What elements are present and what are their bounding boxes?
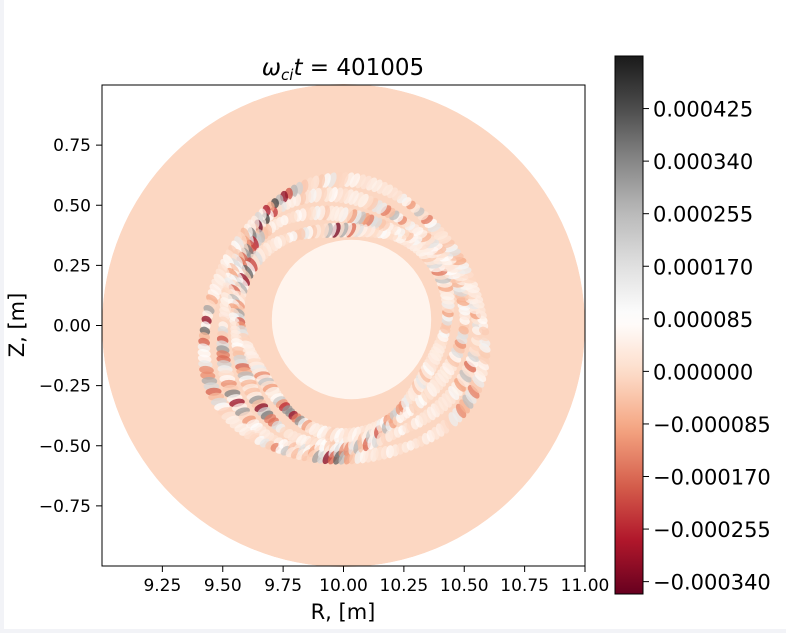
field-cell	[470, 380, 483, 394]
field-cell	[461, 365, 474, 378]
field-cell	[434, 372, 447, 387]
field-cell	[442, 362, 455, 376]
colorbar-tick-label: 0.000425	[653, 98, 753, 122]
y-tick-label: 0.50	[53, 196, 91, 216]
field-cell	[475, 364, 488, 377]
field-cell	[476, 359, 489, 371]
field-cell	[308, 423, 320, 435]
y-tick-label: 0.75	[53, 136, 91, 156]
field-cell	[437, 369, 449, 384]
core-region	[271, 239, 432, 400]
field-cell	[432, 376, 444, 391]
field-cell	[371, 179, 383, 193]
colorbar-tick-label: 0.000085	[653, 308, 753, 332]
field-cell	[357, 193, 369, 208]
field-cell	[455, 403, 467, 419]
x-tick-label: 9.50	[204, 576, 242, 596]
field-cell	[444, 359, 457, 372]
y-tick-label: 0.25	[53, 256, 91, 276]
field-cell	[454, 378, 466, 392]
field-cell	[467, 385, 480, 399]
field-cell	[459, 369, 472, 383]
colorbar: 0.000425 0.000340 0.000255 0.000170 0.000085…	[614, 55, 771, 595]
y-axis-label: Z, [m]	[5, 293, 29, 358]
x-tick-label: 10.25	[380, 576, 429, 596]
field-cell	[449, 351, 462, 363]
field-cell	[426, 382, 437, 397]
y-axis-ticks: 0.75 0.50 0.25 0.00 −0.25 −0.50 −0.75	[39, 136, 102, 517]
field-structures	[197, 171, 491, 465]
colorbar-tick-label: 0.000000	[653, 360, 753, 384]
figure: ωcit = 401005 9.25 9.50 9.75 10.00 10.25 10.5…	[5, 55, 771, 624]
field-cell	[448, 385, 460, 401]
x-tick-label: 9.75	[264, 576, 302, 596]
field-cell	[462, 394, 474, 409]
colorbar-tick-label: 0.000255	[653, 203, 753, 227]
field-cell	[465, 390, 477, 404]
field-cell	[349, 173, 361, 188]
colorbar-tick-label: −0.000340	[653, 571, 771, 595]
x-tick-label: 9.25	[143, 576, 181, 596]
field-cell	[440, 325, 451, 334]
field-cell	[456, 373, 469, 388]
field-cell	[459, 399, 470, 414]
field-cell	[348, 190, 359, 205]
colorbar-gradient	[614, 55, 644, 595]
chart-title: ωcit = 401005	[262, 55, 424, 84]
field-cell	[367, 197, 379, 211]
field-cell	[472, 374, 485, 388]
colorbar-tick-label: 0.000340	[653, 150, 753, 174]
colorbar-ticks: 0.000425 0.000340 0.000255 0.000170 0.000085…	[643, 98, 771, 595]
field-cell	[458, 325, 469, 335]
field-cell	[211, 278, 224, 291]
x-axis-label: R, [m]	[311, 600, 376, 624]
field-cell	[444, 389, 456, 404]
y-tick-label: −0.50	[39, 437, 91, 457]
field-cell	[439, 366, 452, 380]
field-cell	[360, 175, 372, 190]
field-cell	[464, 360, 477, 373]
colorbar-tick-label: 0.000170	[653, 255, 753, 279]
field-cell	[209, 283, 222, 295]
field-cell	[343, 189, 354, 204]
colorbar-tick-label: −0.000170	[653, 466, 771, 490]
figure-canvas: ωcit = 401005 9.25 9.50 9.75 10.00 10.25 10.5…	[4, 0, 786, 629]
field-cell	[355, 174, 366, 189]
field-cell	[362, 195, 374, 209]
field-cell	[366, 177, 378, 191]
colorbar-tick-label: −0.000085	[653, 413, 771, 437]
plot-area	[101, 84, 586, 567]
field-cell	[474, 369, 487, 382]
x-axis-ticks: 9.25 9.50 9.75 10.00 10.25 10.50 10.75 11.00	[143, 566, 609, 596]
field-cell	[451, 382, 463, 396]
field-cell	[353, 192, 364, 206]
y-tick-label: −0.25	[39, 377, 91, 397]
field-cell	[478, 326, 490, 336]
field-cell	[249, 253, 261, 269]
field-cell	[344, 172, 355, 188]
field-cell	[429, 379, 441, 394]
y-tick-label: −0.75	[39, 497, 91, 517]
field-cell	[441, 393, 452, 408]
x-tick-label: 10.00	[319, 576, 368, 596]
field-cell	[246, 257, 258, 272]
field-cell	[213, 273, 226, 286]
x-tick-label: 11.00	[561, 576, 610, 596]
field-cell	[371, 200, 383, 213]
colorbar-tick-label: −0.000255	[653, 518, 771, 542]
x-tick-label: 10.75	[500, 576, 549, 596]
x-tick-label: 10.50	[440, 576, 489, 596]
field-cell	[446, 355, 460, 367]
y-tick-label: 0.00	[53, 317, 91, 337]
field-cell	[376, 181, 388, 194]
field-cell	[465, 356, 479, 368]
